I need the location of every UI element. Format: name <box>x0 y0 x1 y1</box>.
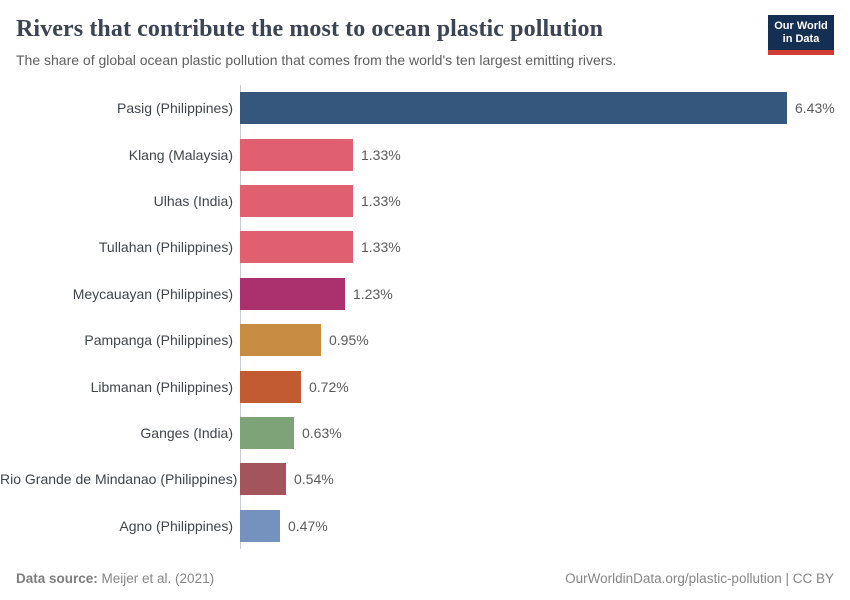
table-row: Pampanga (Philippines) 0.95% <box>0 317 850 363</box>
data-source-label: Data source: <box>16 571 98 586</box>
bar-chart: Pasig (Philippines) 6.43% Klang (Malaysi… <box>0 85 850 549</box>
bar <box>240 370 301 403</box>
table-row: Agno (Philippines) 0.47% <box>0 503 850 549</box>
bar-value-label: 6.43% <box>795 100 835 117</box>
chart-subtitle: The share of global ocean plastic pollut… <box>16 52 617 68</box>
bar <box>240 138 353 171</box>
table-row: Tullahan (Philippines) 1.33% <box>0 224 850 270</box>
bar-value-label: 1.33% <box>361 192 401 209</box>
bar-area: 1.33% <box>240 178 401 224</box>
table-row: Ganges (India) 0.63% <box>0 410 850 456</box>
owid-logo-line1: Our World <box>774 20 828 32</box>
page-title: Rivers that contribute the most to ocean… <box>16 16 604 42</box>
bar <box>240 509 280 542</box>
bar-value-label: 1.23% <box>353 285 393 302</box>
bar-area: 0.95% <box>240 317 369 363</box>
bar-area: 0.63% <box>240 410 342 456</box>
bar-label: Meycauayan (Philippines) <box>72 285 233 302</box>
bar <box>240 184 353 217</box>
bar-area: 6.43% <box>240 85 835 131</box>
table-row: Meycauayan (Philippines) 1.23% <box>0 271 850 317</box>
bar-label: Pasig (Philippines) <box>117 100 233 117</box>
data-source-note: Data source: Meijer et al. (2021) <box>16 571 214 586</box>
bar-area: 1.23% <box>240 271 393 317</box>
bar-value-label: 0.63% <box>302 424 342 441</box>
attribution-note: OurWorldinData.org/plastic-pollution | C… <box>565 571 834 586</box>
bar <box>240 231 353 264</box>
y-axis-line <box>240 85 241 549</box>
bar <box>240 416 294 449</box>
bar-value-label: 1.33% <box>361 239 401 256</box>
bar-area: 1.33% <box>240 224 401 270</box>
bar-label: Ulhas (India) <box>153 192 233 209</box>
owid-logo: Our World in Data <box>768 15 834 55</box>
bar-label: Klang (Malaysia) <box>128 146 233 163</box>
bar-area: 1.33% <box>240 131 401 177</box>
owid-logo-line2: in Data <box>782 33 820 45</box>
bar <box>240 92 787 125</box>
table-row: Ulhas (India) 1.33% <box>0 178 850 224</box>
table-row: Rio Grande de Mindanao (Philippines) 0.5… <box>0 456 850 502</box>
chart-footer: Data source: Meijer et al. (2021) OurWor… <box>16 571 834 586</box>
bar-value-label: 1.33% <box>361 146 401 163</box>
bar-value-label: 0.47% <box>288 517 328 534</box>
table-row: Pasig (Philippines) 6.43% <box>0 85 850 131</box>
bar <box>240 277 345 310</box>
bar-area: 0.54% <box>240 456 334 502</box>
bar-label: Pampanga (Philippines) <box>84 332 233 349</box>
bar-area: 0.47% <box>240 503 328 549</box>
bar-label: Libmanan (Philippines) <box>90 378 233 395</box>
bar-value-label: 0.54% <box>294 471 334 488</box>
bar <box>240 324 321 357</box>
bar-area: 0.72% <box>240 363 349 409</box>
table-row: Klang (Malaysia) 1.33% <box>0 131 850 177</box>
bar-label: Tullahan (Philippines) <box>98 239 233 256</box>
bar <box>240 463 286 496</box>
chart-header: Rivers that contribute the most to ocean… <box>16 15 834 68</box>
data-source-value: Meijer et al. (2021) <box>97 571 215 586</box>
bar-label: Agno (Philippines) <box>119 517 233 534</box>
table-row: Libmanan (Philippines) 0.72% <box>0 363 850 409</box>
bar-value-label: 0.72% <box>309 378 349 395</box>
bar-label: Ganges (India) <box>140 424 233 441</box>
bar-value-label: 0.95% <box>329 332 369 349</box>
bar-label: Rio Grande de Mindanao (Philippines) <box>0 471 238 488</box>
